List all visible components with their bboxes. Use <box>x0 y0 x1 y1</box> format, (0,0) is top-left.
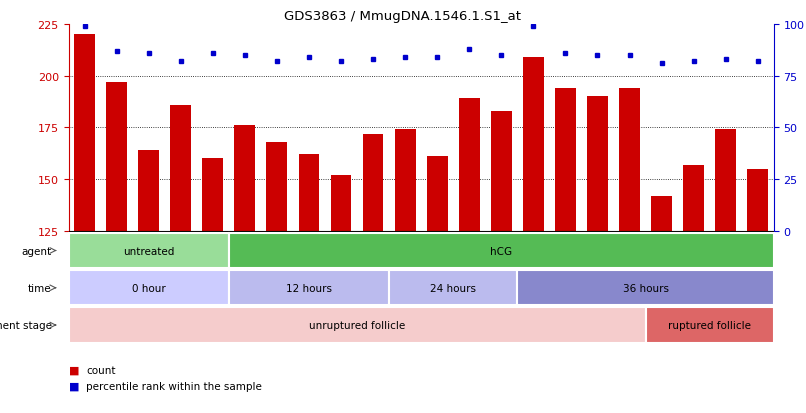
Bar <box>170 105 191 231</box>
Text: percentile rank within the sample: percentile rank within the sample <box>86 381 262 391</box>
Bar <box>395 130 416 231</box>
Text: ■: ■ <box>69 365 79 375</box>
Text: unruptured follicle: unruptured follicle <box>309 320 405 330</box>
Bar <box>646 308 774 343</box>
Bar <box>619 89 640 231</box>
Bar <box>389 271 517 306</box>
Text: 36 hours: 36 hours <box>622 283 668 293</box>
Bar <box>747 169 768 231</box>
Bar <box>587 97 608 231</box>
Bar <box>106 83 127 231</box>
Bar <box>235 126 256 231</box>
Bar <box>715 130 736 231</box>
Bar <box>267 142 287 231</box>
Text: hCG: hCG <box>490 246 513 256</box>
Bar <box>229 271 389 306</box>
Bar <box>69 271 229 306</box>
Bar <box>426 157 447 231</box>
Bar <box>517 271 774 306</box>
Bar <box>74 35 95 231</box>
Text: ruptured follicle: ruptured follicle <box>668 320 751 330</box>
Bar <box>651 196 672 231</box>
Bar <box>523 58 544 231</box>
Text: ■: ■ <box>69 381 79 391</box>
Text: time: time <box>28 283 52 293</box>
Text: 0 hour: 0 hour <box>131 283 165 293</box>
Bar <box>459 99 480 231</box>
Bar <box>229 233 774 268</box>
Bar <box>69 233 229 268</box>
Bar <box>202 159 223 231</box>
Bar <box>298 155 319 231</box>
Text: GDS3863 / MmugDNA.1546.1.S1_at: GDS3863 / MmugDNA.1546.1.S1_at <box>285 10 521 23</box>
Bar <box>491 112 512 231</box>
Bar <box>555 89 575 231</box>
Bar <box>69 308 646 343</box>
Text: 24 hours: 24 hours <box>430 283 476 293</box>
Text: count: count <box>86 365 116 375</box>
Text: 12 hours: 12 hours <box>286 283 332 293</box>
Text: agent: agent <box>22 246 52 256</box>
Bar <box>139 151 159 231</box>
Text: untreated: untreated <box>123 246 174 256</box>
Bar <box>683 165 704 231</box>
Bar <box>330 176 351 231</box>
Text: development stage: development stage <box>0 320 52 330</box>
Bar <box>363 134 384 231</box>
